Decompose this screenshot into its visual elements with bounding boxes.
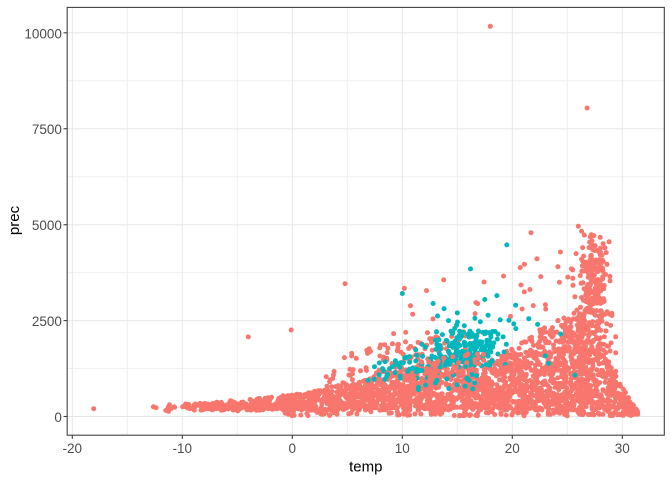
svg-text:temp: temp xyxy=(349,459,382,476)
svg-text:5000: 5000 xyxy=(32,218,62,233)
svg-text:0: 0 xyxy=(54,410,62,425)
svg-text:30: 30 xyxy=(615,441,630,456)
svg-text:10000: 10000 xyxy=(24,26,62,41)
svg-text:-10: -10 xyxy=(173,441,193,456)
svg-text:20: 20 xyxy=(505,441,520,456)
svg-text:prec: prec xyxy=(6,205,23,235)
svg-text:0: 0 xyxy=(289,441,297,456)
svg-text:10: 10 xyxy=(395,441,410,456)
svg-text:-20: -20 xyxy=(63,441,83,456)
svg-text:7500: 7500 xyxy=(32,122,62,137)
svg-text:2500: 2500 xyxy=(32,314,62,329)
